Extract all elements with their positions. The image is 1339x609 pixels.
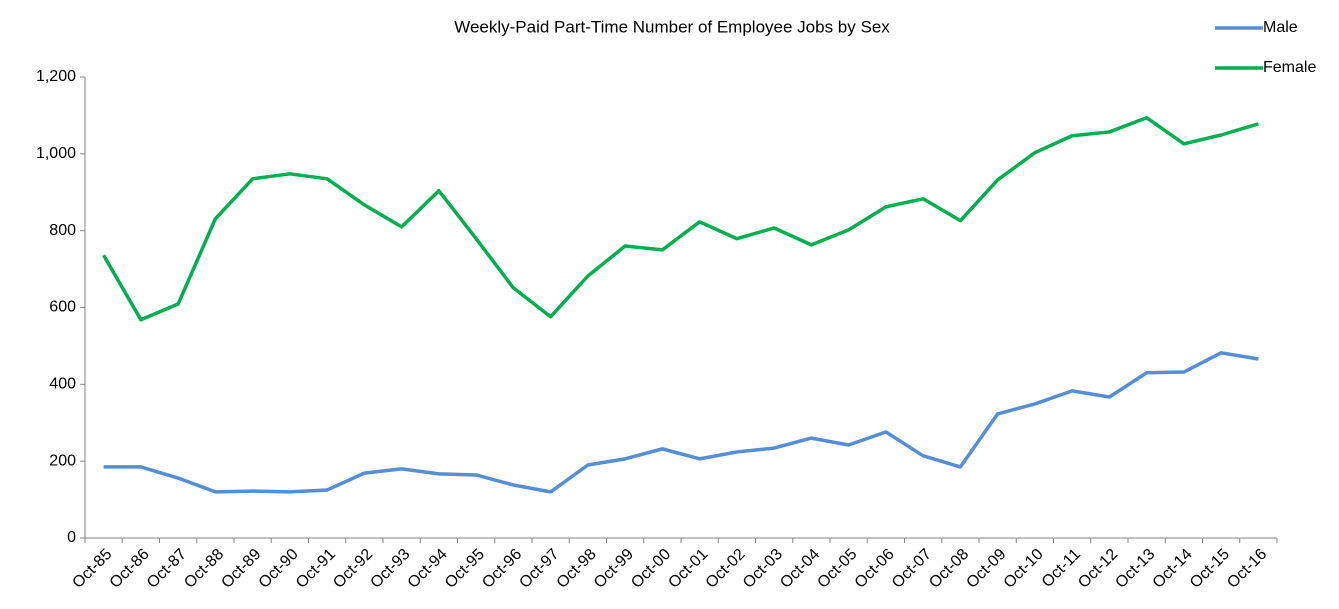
x-tick-label: Oct-03 (740, 546, 786, 592)
x-tick-label: Oct-95 (442, 546, 488, 592)
line-series (102, 115, 1259, 322)
y-tick-label: 400 (49, 376, 76, 393)
x-tick-label: Oct-91 (293, 546, 339, 592)
x-tick-label: Oct-97 (516, 546, 562, 592)
x-tick-label: Oct-96 (479, 546, 525, 592)
y-tick-label: 0 (67, 529, 76, 546)
x-tick-label: Oct-05 (814, 546, 860, 592)
x-tick-label: Oct-93 (367, 546, 413, 592)
y-tick-label: 600 (49, 299, 76, 316)
x-tick-label: Oct-90 (256, 546, 302, 592)
y-tick-label: 200 (49, 452, 76, 469)
legend-label: Female (1263, 59, 1316, 76)
x-tick-label: Oct-10 (1001, 546, 1047, 592)
x-tick-label: Oct-88 (181, 546, 227, 592)
x-tick-label: Oct-14 (1150, 546, 1196, 592)
x-tick-label: Oct-07 (889, 546, 935, 592)
x-tick-label: Oct-89 (218, 546, 264, 592)
legend-label: Male (1263, 19, 1298, 36)
y-tick-label: 800 (49, 222, 76, 239)
x-tick-label: Oct-04 (777, 546, 823, 592)
x-tick-label: Oct-11 (1039, 546, 1084, 591)
x-tick-label: Oct-02 (703, 546, 749, 592)
x-tick-label: Oct-94 (405, 546, 451, 592)
x-tick-label: Oct-13 (1112, 546, 1158, 592)
x-tick-label: Oct-98 (554, 546, 600, 592)
x-tick-label: Oct-06 (852, 546, 898, 592)
line-series (103, 351, 1259, 494)
x-tick-label: Oct-16 (1224, 546, 1270, 592)
x-tick-label: Oct-87 (144, 546, 190, 592)
x-tick-label: Oct-08 (926, 546, 972, 592)
x-tick-label: Oct-99 (591, 546, 637, 592)
x-tick-label: Oct-92 (330, 546, 376, 592)
x-tick-label: Oct-85 (69, 546, 115, 592)
x-tick-label: Oct-09 (963, 546, 1009, 592)
x-tick-label: Oct-12 (1075, 546, 1121, 592)
y-tick-label: 1,000 (36, 145, 76, 162)
x-tick-label: Oct-01 (665, 546, 711, 592)
x-tick-label: Oct-86 (107, 546, 153, 592)
x-tick-label: Oct-00 (628, 546, 674, 592)
x-tick-label: Oct-15 (1187, 546, 1233, 592)
chart-title: Weekly-Paid Part-Time Number of Employee… (454, 17, 890, 36)
y-tick-label: 1,200 (36, 68, 76, 85)
